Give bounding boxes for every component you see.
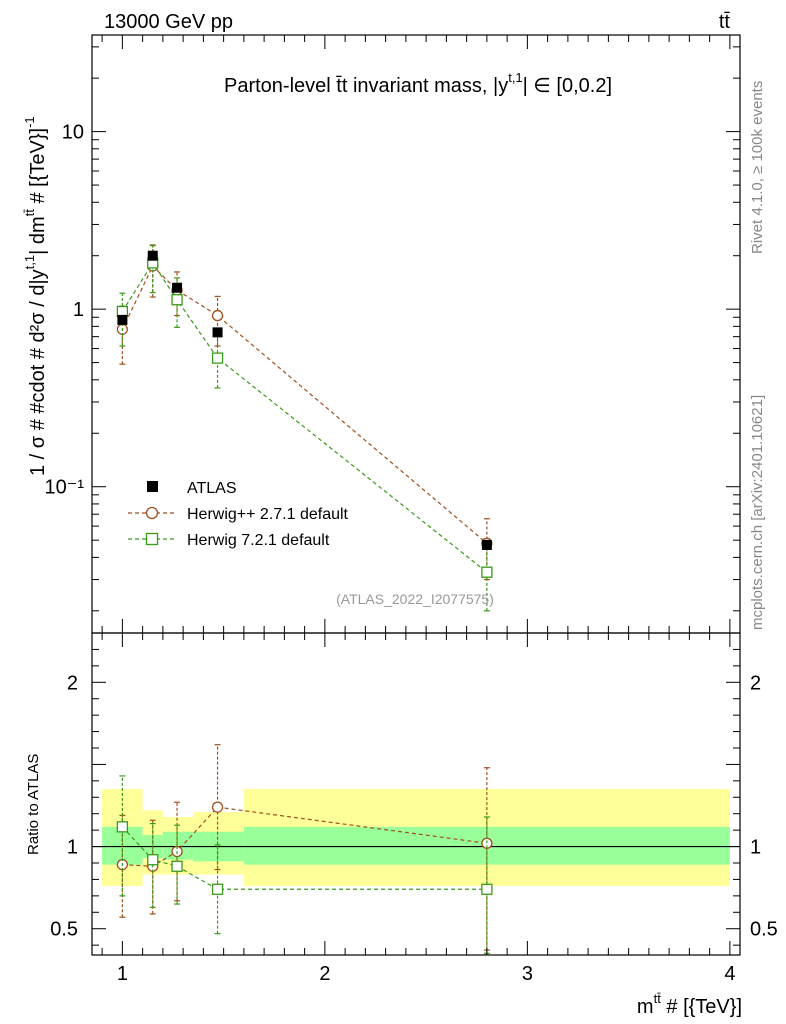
ratio-point-herwigpp <box>211 801 224 813</box>
legend-label-herwigpp: Herwig++ 2.7.1 default <box>187 506 349 523</box>
y-tick-label-main: 10 <box>62 122 84 144</box>
legend-marker-herwigpp <box>145 506 159 520</box>
y-tick-label-ratio-right: 2 <box>750 672 761 694</box>
data-point-atlas <box>212 327 223 338</box>
ratio-point-herwig7 <box>211 883 224 895</box>
y-tick-label-ratio: 1 <box>67 837 78 859</box>
data-point-herwig7 <box>211 352 224 364</box>
ratio-frame <box>91 632 741 956</box>
ratio-line-herwig7 <box>121 826 487 890</box>
legend-marker-herwig7 <box>145 532 159 546</box>
analysis-watermark: (ATLAS_2022_I2077575) <box>336 591 494 607</box>
ratio-panel <box>92 744 740 954</box>
ratio-point-herwig7 <box>116 821 129 833</box>
series-line-herwigpp <box>121 264 488 544</box>
main-panel <box>116 244 493 612</box>
axis-ticks: 10 1 10⁻¹ 2 2 1 1 0.5 0.5 1 2 3 4 <box>45 35 778 985</box>
mcplots-label: mcplots.cern.ch [arXiv:2401.10621] <box>749 395 766 630</box>
ratio-point-herwig7 <box>147 854 159 866</box>
x-tick-label: 1 <box>117 963 128 985</box>
data-point-herwigpp <box>211 309 224 322</box>
x-axis-label: mtt̄ # [{TeV}] <box>637 991 742 1018</box>
y-tick-label-ratio-right: 1 <box>750 837 761 859</box>
y-axis-label: 1 / σ # #cdot # d²σ / d|yt,1| dmtt̄ # [{… <box>22 116 49 476</box>
ratio-y-axis-label: Ratio to ATLAS <box>25 754 42 855</box>
y-tick-label-ratio: 2 <box>67 672 78 694</box>
data-point-atlas <box>147 250 158 261</box>
y-tick-label-main: 10⁻¹ <box>45 477 85 499</box>
energy-label: 13000 GeV pp <box>104 11 233 33</box>
data-point-herwig7 <box>171 294 183 306</box>
y-tick-label-main: 1 <box>73 299 84 321</box>
x-tick-label: 4 <box>724 963 735 985</box>
legend-marker-atlas <box>147 481 158 492</box>
ratio-point-herwig7 <box>481 883 493 895</box>
rivet-label: Rivet 4.1.0, ≥ 100k events <box>749 81 766 254</box>
legend: ATLAS Herwig++ 2.7.1 default Herwig 7.2.… <box>128 480 349 549</box>
data-point-atlas <box>481 539 492 550</box>
chart-title: Parton-level t̄t invariant mass, |yt,1| … <box>224 70 612 97</box>
data-point-atlas <box>172 282 183 293</box>
legend-label-atlas: ATLAS <box>187 480 237 497</box>
ratio-point-herwig7 <box>171 860 183 872</box>
y-tick-label-ratio: 0.5 <box>50 919 78 941</box>
x-tick-label: 2 <box>319 963 330 985</box>
data-point-herwig7 <box>481 566 493 578</box>
y-tick-label-ratio-right: 0.5 <box>750 919 778 941</box>
legend-label-herwig7: Herwig 7.2.1 default <box>187 532 330 549</box>
data-point-atlas <box>117 314 128 325</box>
process-label: tt̄ <box>719 11 731 33</box>
x-tick-label: 3 <box>522 963 533 985</box>
